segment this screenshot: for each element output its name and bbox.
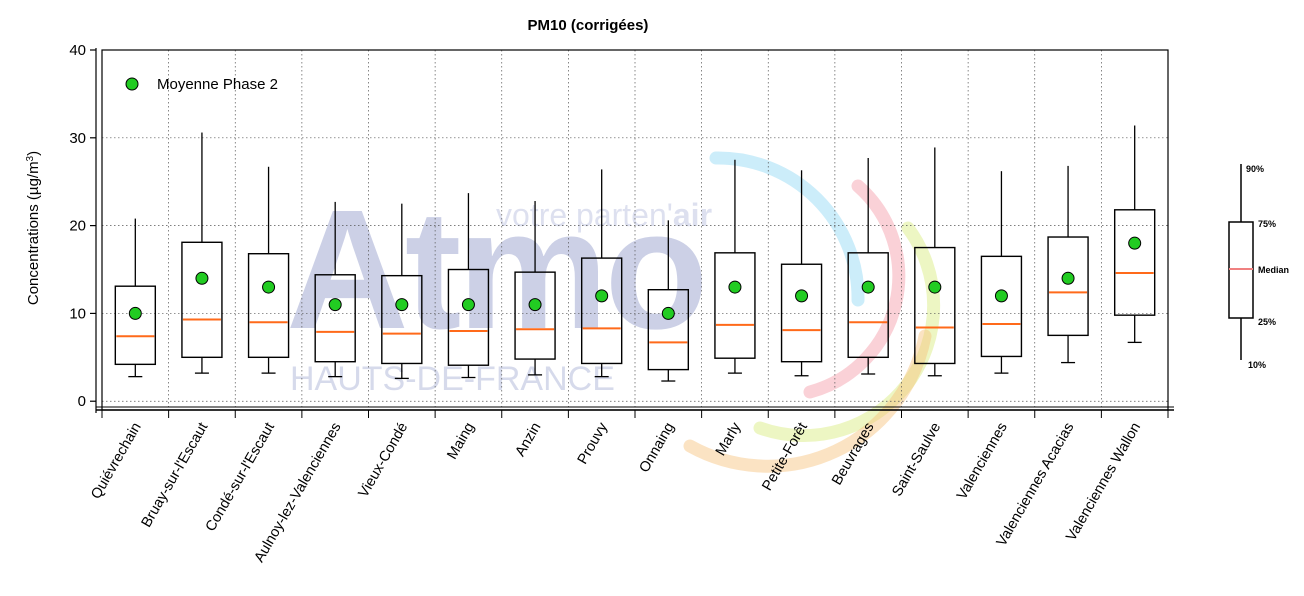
- box-rect-4: [381, 274, 423, 365]
- box-1: [181, 132, 223, 374]
- y-tick-labels: 0 10 20 30 40: [69, 42, 86, 410]
- x-tick-label-5: Maing: [444, 420, 478, 462]
- gridlines: [102, 49, 1168, 410]
- x-tick-label-14: Valenciennes Acacias: [994, 420, 1078, 549]
- axes: [90, 48, 1174, 418]
- y-axis-label-end: ): [25, 151, 42, 156]
- box-10: [780, 170, 823, 377]
- watermark-brand: Atmo: [286, 175, 704, 365]
- watermark-tagline-prefix: votre parten': [496, 197, 673, 233]
- y-tick-label-1: 10: [69, 305, 86, 322]
- box-7: [580, 169, 623, 378]
- legend-marker: [125, 77, 139, 91]
- x-tick-label-1: Bruay-sur-l'Escaut: [139, 420, 212, 530]
- box-15: [1113, 125, 1156, 344]
- box-rect-7: [580, 257, 623, 365]
- chart-title: PM10 (corrigées): [528, 17, 649, 34]
- box-11: [847, 158, 889, 375]
- box-4: [381, 203, 423, 380]
- key-label-90: 90%: [1246, 164, 1264, 174]
- x-tick-label-0: Quiévrechain: [88, 420, 145, 502]
- mean-marker-10: [795, 289, 809, 303]
- legend-label: Moyenne Phase 2: [157, 76, 278, 93]
- box-0: [114, 218, 157, 378]
- box-rect-3: [314, 274, 356, 363]
- box-8: [647, 220, 690, 382]
- box-2: [247, 166, 290, 374]
- box-rect-5: [447, 268, 490, 366]
- box-rect-2: [247, 253, 290, 359]
- mean-marker-9: [728, 280, 742, 294]
- mean-marker-1: [195, 271, 209, 285]
- mean-marker-12: [928, 280, 942, 294]
- watermark-region: HAUTS-DE-FRANCE: [290, 360, 615, 398]
- box-9: [714, 159, 756, 374]
- y-axis-label: Concentrations (µg/m3): [25, 151, 43, 305]
- mean-marker-8: [661, 306, 675, 320]
- mean-marker-11: [861, 280, 875, 294]
- box-rect-10: [780, 263, 823, 363]
- box-rect-6: [514, 271, 556, 360]
- y-tick-label-0: 0: [78, 393, 86, 410]
- y-tick-label-2: 20: [69, 218, 86, 235]
- x-tick-label-7: Prouvy: [575, 419, 612, 467]
- mean-marker-0: [128, 306, 142, 320]
- y-tick-label-4: 40: [69, 42, 86, 59]
- box-rect-0: [114, 285, 157, 366]
- legend: Moyenne Phase 2: [125, 76, 278, 93]
- key-label-75: 75%: [1258, 219, 1276, 229]
- box-13: [980, 171, 1023, 374]
- y-tick-label-3: 30: [69, 130, 86, 147]
- key-label-25: 25%: [1258, 317, 1276, 327]
- mean-marker-5: [461, 298, 475, 312]
- box-rect-15: [1113, 209, 1156, 316]
- mean-marker-7: [595, 289, 609, 303]
- key-label-10: 10%: [1248, 360, 1266, 370]
- x-tick-label-12: Saint-Saulve: [889, 420, 944, 499]
- mean-marker-13: [994, 289, 1008, 303]
- x-tick-labels: QuiévrechainBruay-sur-l'EscautCondé-sur-…: [88, 419, 1144, 565]
- box-14: [1047, 165, 1089, 364]
- watermark-tagline-suffix: air: [673, 197, 712, 233]
- box-12: [914, 147, 956, 377]
- x-tick-label-4: Vieux-Condé: [356, 420, 412, 500]
- x-tick-label-2: Condé-sur-l'Escaut: [203, 420, 278, 534]
- mean-marker-15: [1128, 236, 1142, 250]
- key-label-median: Median: [1258, 265, 1289, 275]
- box-5: [447, 193, 490, 379]
- x-tick-label-9: Marly: [713, 419, 745, 458]
- box-3: [314, 201, 356, 378]
- x-tick-label-15: Valenciennes Wallon: [1063, 420, 1144, 544]
- box-rect-14: [1047, 236, 1089, 337]
- box-rect-8: [647, 289, 690, 371]
- x-tick-label-13: Valenciennes: [954, 420, 1011, 502]
- mean-marker-6: [528, 298, 542, 312]
- atmo-watermark-logo: Atmo votre parten'air HAUTS-DE-FRANCE: [286, 151, 941, 473]
- x-tick-label-8: Onnaing: [637, 420, 678, 475]
- box-6: [514, 201, 556, 376]
- box-rect-9: [714, 252, 756, 359]
- box-rect-1: [181, 241, 223, 359]
- box-rect-13: [980, 255, 1023, 358]
- box-rect-12: [914, 246, 956, 365]
- x-tick-label-6: Anzin: [513, 420, 545, 459]
- mean-marker-4: [395, 298, 409, 312]
- mean-marker-2: [262, 280, 276, 294]
- watermark-tagline: votre parten'air: [496, 197, 712, 233]
- mean-marker-3: [328, 298, 342, 312]
- box-rect-11: [847, 252, 889, 359]
- mean-marker-14: [1061, 271, 1075, 285]
- boxes: [114, 125, 1156, 382]
- y-axis-label-main: Concentrations (µg/m: [25, 161, 42, 305]
- boxplot-key: 90% 75% Median 25% 10%: [1228, 164, 1289, 370]
- y-axis-label-superscript: 3: [25, 155, 36, 161]
